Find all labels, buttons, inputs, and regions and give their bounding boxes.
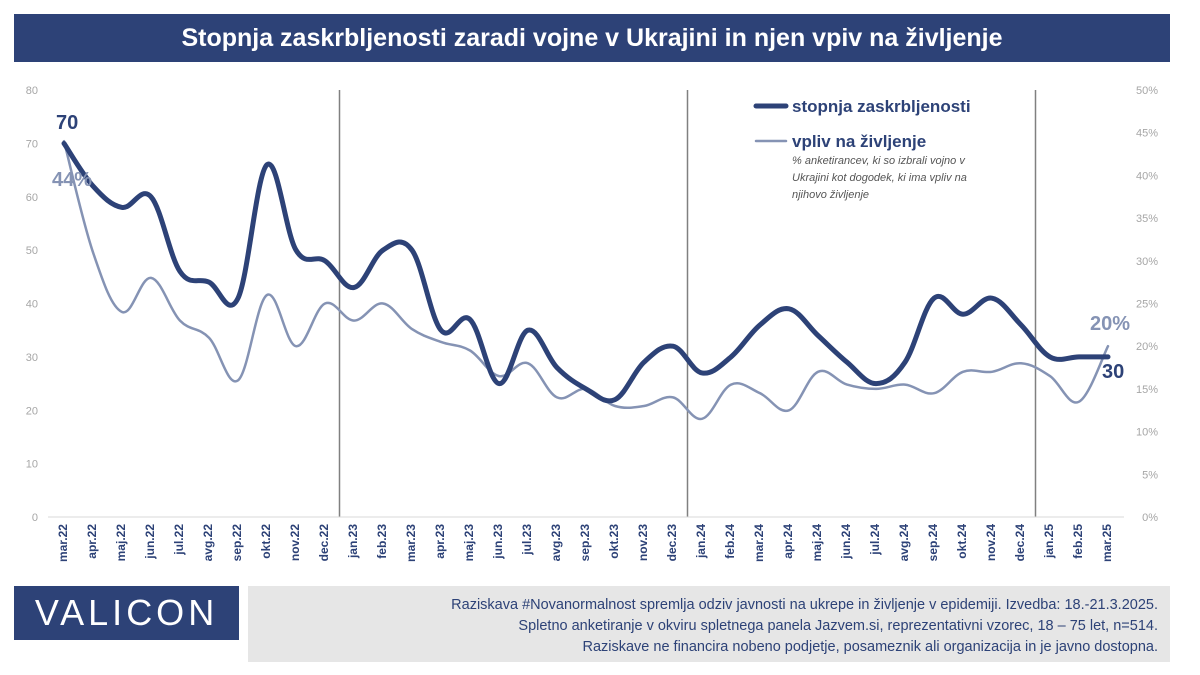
x-tick-label: sep.22 [230, 524, 244, 562]
valicon-logo: VALICON [14, 586, 239, 640]
legend-note: % anketirancev, ki so izbrali vojno v Ukr… [792, 155, 967, 201]
x-tick-label: jan.24 [694, 524, 708, 559]
x-tick-label: jan.23 [346, 524, 360, 559]
x-tick-label: okt.24 [955, 524, 969, 559]
left-tick-label: 80 [26, 85, 38, 97]
legend-label-series-2: vpliv na življenje [792, 132, 926, 151]
x-tick-label: nov.23 [636, 524, 650, 561]
note-line-3: Raziskave ne financira nobeno podjetje, … [582, 639, 1158, 655]
note-line-2: Spletno anketiranje v okviru spletnega p… [518, 618, 1158, 634]
series-lines [61, 139, 1111, 421]
x-tick-label: jun.24 [839, 524, 853, 560]
x-tick-label: maj.24 [810, 524, 824, 562]
left-tick-label: 20 [26, 405, 38, 417]
x-tick-label: jun.22 [143, 524, 157, 560]
series-line-vpliv-na-zivljenje [62, 139, 1110, 421]
left-tick-label: 40 [26, 299, 38, 311]
x-tick-label: jan.25 [1042, 524, 1056, 559]
x-tick-label: dec.22 [317, 524, 331, 562]
x-tick-label: jul.23 [520, 524, 534, 556]
x-tick-label: okt.23 [607, 524, 621, 559]
left-tick-label: 30 [26, 352, 38, 364]
x-tick-label: nov.22 [288, 524, 302, 561]
right-tick-label: 5% [1142, 469, 1158, 481]
left-tick-label: 0 [32, 512, 38, 524]
x-tick-label: dec.23 [665, 524, 679, 562]
right-tick-label: 10% [1136, 427, 1158, 439]
x-tick-label: feb.25 [1071, 524, 1085, 559]
left-tick-label: 10 [26, 459, 38, 471]
line-chart: 0 10 20 30 40 50 60 70 80 0% 5% 10% 15% 20% 25% 30% 35%… [26, 85, 1158, 562]
x-tick-label: feb.24 [723, 524, 737, 559]
right-tick-label: 30% [1136, 256, 1158, 268]
x-axis-tick-labels: mar.22 apr.22 maj.22 jun.22 jul.22 avg.22 sep.… [56, 524, 1114, 562]
note-line-1: Raziskava #Novanormalnost spremlja odziv… [451, 597, 1158, 613]
annotation-first-right: 44% [52, 169, 92, 191]
x-tick-label: avg.23 [549, 524, 563, 562]
x-tick-label: apr.24 [781, 524, 795, 559]
right-tick-label: 25% [1136, 299, 1158, 311]
chart-legend: stopnja zaskrbljenosti vpliv na življenj… [753, 97, 971, 201]
right-tick-label: 0% [1142, 512, 1158, 524]
x-tick-label: apr.22 [85, 524, 99, 559]
x-tick-label: mar.25 [1100, 524, 1114, 562]
x-tick-label: okt.22 [259, 524, 273, 559]
chart-title: Stopnja zaskrbljenosti zaradi vojne v Uk… [14, 14, 1170, 62]
left-tick-label: 60 [26, 192, 38, 204]
x-tick-label: mar.23 [404, 524, 418, 562]
legend-label-series-1: stopnja zaskrbljenosti [792, 97, 971, 116]
x-tick-label: nov.24 [984, 524, 998, 561]
left-tick-label: 50 [26, 245, 38, 257]
x-tick-label: maj.23 [462, 524, 476, 562]
x-tick-label: feb.23 [375, 524, 389, 559]
series-line-stopnja-zaskrbljenosti [61, 140, 1111, 404]
x-tick-label: mar.22 [56, 524, 70, 562]
x-tick-label: avg.24 [897, 524, 911, 562]
annotation-last-right: 20% [1090, 313, 1130, 335]
x-tick-label: avg.22 [201, 524, 215, 562]
annotation-last-left: 30 [1102, 361, 1124, 383]
left-axis-ticks: 0 10 20 30 40 50 60 70 80 [26, 85, 38, 524]
right-tick-label: 45% [1136, 128, 1158, 140]
right-tick-label: 35% [1136, 213, 1158, 225]
right-axis-ticks: 0% 5% 10% 15% 20% 25% 30% 35% 40% 45% 50% [1136, 85, 1158, 524]
right-tick-label: 20% [1136, 341, 1158, 353]
x-tick-label: jun.23 [491, 524, 505, 560]
right-tick-label: 15% [1136, 384, 1158, 396]
year-separators [338, 90, 1037, 517]
x-tick-label: sep.23 [578, 524, 592, 562]
right-tick-label: 50% [1136, 85, 1158, 97]
x-tick-label: jul.24 [868, 524, 882, 556]
survey-notes: Raziskava #Novanormalnost spremlja odziv… [248, 586, 1170, 662]
x-tick-label: apr.23 [433, 524, 447, 559]
left-tick-label: 70 [26, 138, 38, 150]
x-tick-label: jul.22 [172, 524, 186, 556]
x-tick-label: mar.24 [752, 524, 766, 562]
x-tick-label: dec.24 [1013, 524, 1027, 562]
x-tick-label: maj.22 [114, 524, 128, 562]
annotation-first-left: 70 [56, 112, 78, 134]
right-tick-label: 40% [1136, 170, 1158, 182]
data-annotations: 70 44% 20% 30 [52, 112, 1130, 383]
x-tick-label: sep.24 [926, 524, 940, 562]
